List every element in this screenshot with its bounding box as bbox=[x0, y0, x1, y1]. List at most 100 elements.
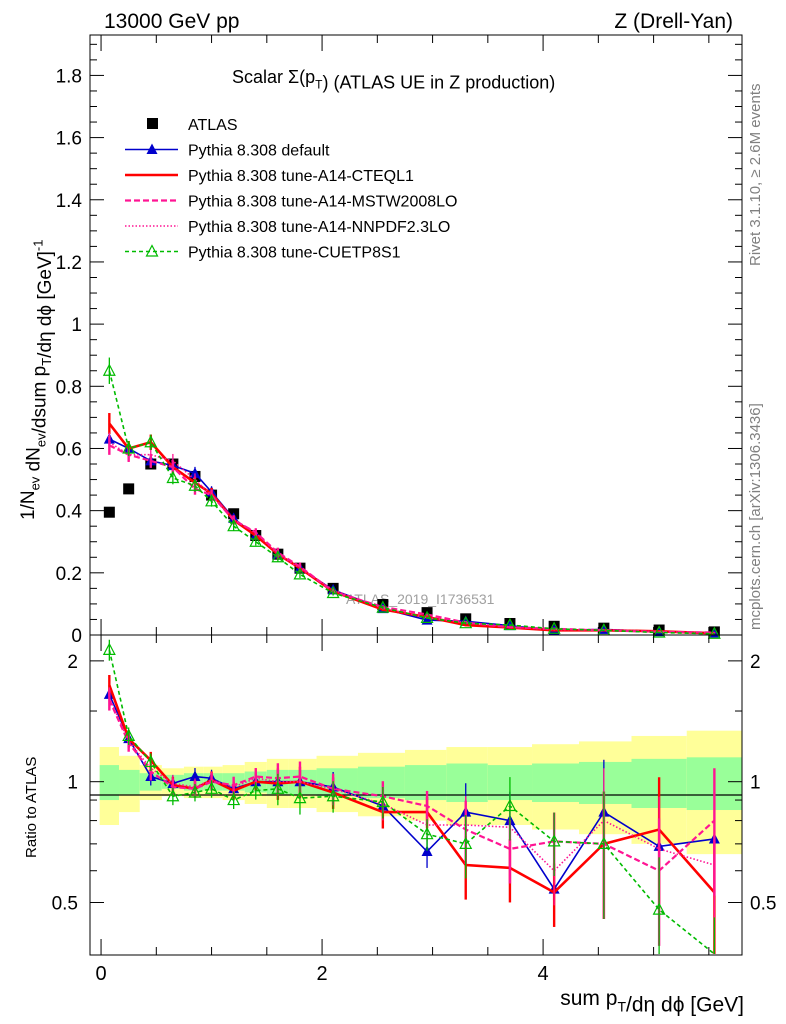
legend-label: Pythia 8.308 tune-A14-CTEQL1 bbox=[188, 168, 414, 185]
ratio-y-tick-label-right: 0.5 bbox=[750, 894, 776, 915]
ratio-y-tick-label: 1 bbox=[67, 773, 78, 794]
main-y-tick-label: 0.6 bbox=[56, 439, 82, 460]
legend-marker bbox=[146, 143, 158, 154]
x-tick-label: 2 bbox=[317, 963, 328, 985]
process-label: Z (Drell-Yan) bbox=[614, 10, 733, 33]
legend-label: Pythia 8.308 tune-A14-NNPDF2.3LO bbox=[188, 219, 450, 236]
atlas-data-point bbox=[123, 483, 135, 495]
atlas-data-point bbox=[103, 506, 115, 518]
ratio-point bbox=[421, 845, 433, 856]
main-series-atlas bbox=[103, 458, 720, 638]
ratio-point bbox=[249, 783, 263, 796]
ratio-point bbox=[166, 788, 180, 802]
ratio-point bbox=[188, 785, 202, 798]
main-axes: 0 0.2 0.4 0.6 0.8 1 1.2 1.4 1.6 1.8 bbox=[56, 35, 742, 647]
ratio-y-tick-label-right: 1 bbox=[750, 773, 761, 794]
ratio-inner-band bbox=[446, 763, 488, 803]
ratio-line bbox=[108, 649, 715, 955]
ratio-inner-band bbox=[579, 761, 632, 804]
main-y-tick-label: 0.2 bbox=[56, 564, 82, 585]
legend-swatch bbox=[147, 118, 158, 129]
main-panel: 00.20.40.60.811.21.41.61.8 ATLAS_2019_I1… bbox=[18, 34, 743, 647]
main-point bbox=[503, 617, 517, 631]
rivet-label: Rivet 3.1.10, ≥ 2.6M events bbox=[747, 84, 764, 267]
main-point bbox=[652, 625, 666, 638]
main-y-tick-label: 1.6 bbox=[56, 129, 82, 150]
main-point bbox=[189, 467, 201, 478]
ratio-point bbox=[420, 826, 434, 840]
legend-label: Pythia 8.308 tune-A14-MSTW2008LO bbox=[188, 194, 457, 211]
ratio-point bbox=[122, 728, 136, 742]
x-tick-label: 4 bbox=[538, 963, 549, 985]
legend-label: Pythia 8.308 default bbox=[188, 143, 330, 160]
main-point bbox=[293, 567, 307, 580]
ratio-point bbox=[227, 792, 241, 806]
legend-label: Pythia 8.308 tune-CUETP8S1 bbox=[188, 245, 401, 262]
legend-label: ATLAS bbox=[188, 117, 238, 134]
mcplots-label: mcplots.cern.ch [arXiv:1306.3436] bbox=[747, 403, 764, 630]
main-point bbox=[205, 494, 219, 507]
legend-entry-pythia-8-308-default: Pythia 8.308 default bbox=[125, 143, 330, 160]
x-axis-label: sum pT/dη dϕ [GeV] bbox=[560, 987, 744, 1016]
ratio-inner-band bbox=[99, 765, 120, 801]
main-line bbox=[108, 370, 715, 635]
main-point bbox=[144, 434, 158, 448]
main-y-tick-label: 0 bbox=[71, 626, 82, 647]
main-point bbox=[707, 626, 721, 639]
main-point bbox=[227, 518, 241, 532]
ratio-point bbox=[144, 754, 158, 768]
main-y-tick-label: 1.2 bbox=[56, 253, 82, 274]
ratio-point bbox=[189, 770, 201, 782]
main-point bbox=[271, 549, 285, 563]
x-axis-ticklabels: 0 2 4 bbox=[95, 963, 548, 985]
ratio-inner-band bbox=[119, 769, 140, 795]
legend-entry-pythia-8-308-tune-a14-cteql1: Pythia 8.308 tune-A14-CTEQL1 bbox=[125, 168, 414, 185]
main-y-tick-label: 0.4 bbox=[56, 502, 83, 523]
chart-title: Scalar Σ(pT) (ATLAS UE in Z production) bbox=[232, 67, 555, 92]
ratio-point bbox=[597, 836, 611, 849]
ratio-series-pythia-8-308-tune-cuetp8s1 bbox=[102, 639, 716, 955]
ratio-y-axis-label: Ratio to ATLAS bbox=[23, 757, 40, 858]
ratio-inner-band bbox=[532, 763, 579, 803]
ratio-point bbox=[503, 798, 517, 812]
main-point bbox=[547, 621, 561, 634]
main-point bbox=[122, 441, 136, 454]
main-y-axis-label: 1/Nev dNev/dsum pT/dη dϕ [GeV]-1 bbox=[18, 240, 56, 521]
ratio-y-tick-label: 0.5 bbox=[52, 894, 78, 915]
main-point bbox=[459, 615, 473, 629]
main-series bbox=[102, 357, 721, 639]
ratio-line bbox=[108, 697, 715, 872]
main-point bbox=[166, 470, 180, 484]
legend: ATLAS Pythia 8.308 default Pythia 8.308 tu… bbox=[125, 117, 457, 262]
legend-entry-pythia-8-308-tune-a14-mstw2008lo: Pythia 8.308 tune-A14-MSTW2008LO bbox=[125, 194, 457, 211]
legend-entry-atlas: ATLAS bbox=[147, 117, 238, 134]
ratio-series bbox=[102, 639, 720, 955]
ratio-inner-band bbox=[316, 768, 358, 797]
ratio-panel: 0.5 0.5 1 1 2 2 Ratio to ATLAS bbox=[23, 634, 776, 956]
legend-marker bbox=[145, 244, 159, 257]
ratio-point bbox=[205, 781, 219, 794]
main-y-tick-label: 0.8 bbox=[56, 377, 82, 398]
ratio-point bbox=[102, 642, 116, 655]
ratio-point bbox=[547, 834, 561, 847]
main-y-tick-label: 1.8 bbox=[56, 66, 82, 87]
x-tick-label: 0 bbox=[95, 963, 106, 985]
ratio-y-tick-label-right: 2 bbox=[750, 652, 761, 673]
main-point bbox=[376, 600, 390, 613]
main-y-tick-label: 1 bbox=[71, 315, 82, 336]
main-point bbox=[249, 534, 263, 547]
main-point bbox=[420, 610, 434, 624]
ratio-point bbox=[326, 788, 340, 802]
legend-entry-pythia-8-308-tune-a14-nnpdf2-3lo: Pythia 8.308 tune-A14-NNPDF2.3LO bbox=[125, 219, 450, 236]
ratio-plot-frame bbox=[89, 634, 743, 956]
main-y-tick-label: 1.4 bbox=[56, 191, 83, 212]
main-point bbox=[102, 363, 116, 376]
ratio-axes: 0.5 0.5 1 1 2 2 bbox=[52, 635, 776, 955]
ratio-point bbox=[376, 794, 390, 808]
ratio-point bbox=[652, 902, 666, 915]
ratio-point bbox=[459, 836, 473, 849]
ratio-point bbox=[271, 781, 285, 794]
ratio-y-tick-label: 2 bbox=[67, 652, 78, 673]
ratio-point bbox=[293, 790, 307, 804]
